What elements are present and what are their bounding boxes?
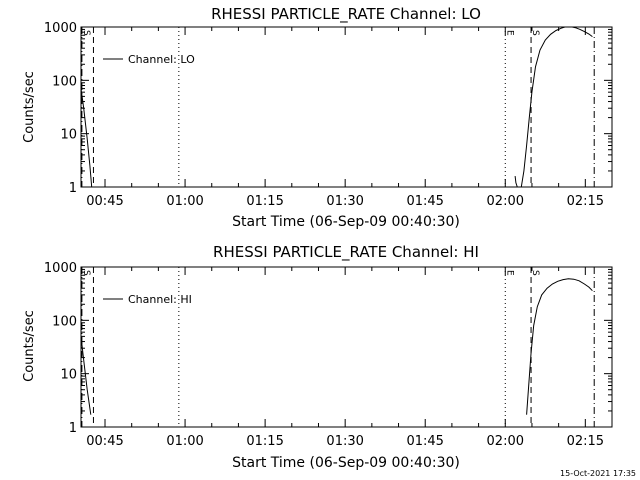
x-tick-label-hi: 01:30: [326, 434, 363, 449]
x-tick-label-lo: 01:00: [166, 194, 203, 209]
series-line-hi: [81, 336, 92, 415]
y-tick-label-lo: 1000: [44, 21, 77, 36]
x-tick-label-hi: 02:15: [567, 434, 604, 449]
series-line-lo: [81, 88, 93, 187]
x-tick-label-hi: 00:45: [86, 434, 123, 449]
x-tick-label-lo: 02:15: [567, 194, 604, 209]
x-tick-label-lo: 02:00: [487, 194, 524, 209]
y-tick-label-hi: 1: [69, 421, 77, 436]
y-axis-label-hi: Counts/sec: [22, 310, 37, 382]
y-tick-label-hi: 100: [52, 314, 77, 329]
event-marker-label-hi: E: [504, 270, 514, 276]
series-line-lo: [514, 176, 518, 187]
series-line-hi: [526, 278, 593, 415]
event-marker-label-lo: S: [530, 30, 540, 36]
plot-frame-hi: [80, 266, 613, 428]
event-marker-label-lo: E: [504, 30, 514, 36]
legend-label-hi: Channel: HI: [128, 293, 192, 306]
event-marker-label-lo: S: [81, 30, 91, 36]
chart-title-hi: RHESSI PARTICLE_RATE Channel: HI: [213, 243, 479, 262]
x-tick-label-hi: 02:00: [487, 434, 524, 449]
footer-timestamp: 15-Oct-2021 17:35: [560, 469, 636, 478]
x-axis-label-lo: Start Time (06-Sep-09 00:40:30): [232, 214, 460, 230]
plot-layer: 00:45 01:00 01:15 01:30 01:45 02:00 02:1511010…: [44, 21, 613, 449]
plot-frame-lo: [80, 26, 613, 188]
y-tick-label-lo: 100: [52, 74, 77, 89]
chart-title-lo: RHESSI PARTICLE_RATE Channel: LO: [211, 5, 481, 24]
y-tick-label-lo: 10: [60, 128, 77, 143]
series-line-lo: [520, 27, 593, 187]
legend-label-lo: Channel: LO: [128, 53, 195, 66]
y-tick-label-lo: 1: [69, 181, 77, 196]
x-tick-label-lo: 00:45: [86, 194, 123, 209]
x-tick-label-hi: 01:45: [406, 434, 443, 449]
x-axis-label-hi: Start Time (06-Sep-09 00:40:30): [232, 455, 460, 471]
y-tick-label-hi: 1000: [44, 261, 77, 276]
x-tick-label-hi: 01:15: [246, 434, 283, 449]
event-marker-label-hi: S: [81, 270, 91, 276]
event-marker-label-hi: S: [530, 270, 540, 276]
x-tick-label-lo: 01:30: [326, 194, 363, 209]
x-tick-label-lo: 01:45: [406, 194, 443, 209]
y-tick-label-hi: 10: [60, 368, 77, 383]
x-tick-label-hi: 01:00: [166, 434, 203, 449]
y-axis-label-lo: Counts/sec: [22, 71, 37, 143]
x-tick-label-lo: 01:15: [246, 194, 283, 209]
